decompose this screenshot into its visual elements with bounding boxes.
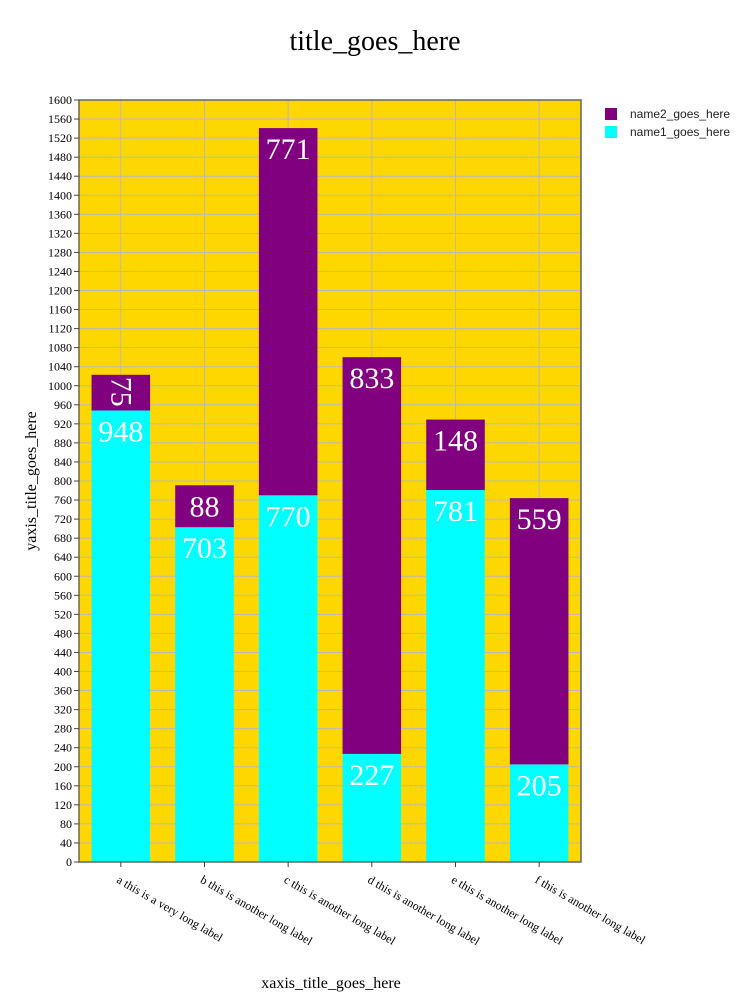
y-tick-label: 1200 xyxy=(48,284,72,298)
x-axis-title: xaxis_title_goes_here xyxy=(261,975,401,992)
y-tick-label: 1120 xyxy=(48,322,72,336)
bar-data-label: 703 xyxy=(182,532,227,565)
bar-series-2 xyxy=(426,419,485,491)
y-tick-label: 160 xyxy=(54,779,72,793)
y-tick-label: 760 xyxy=(54,493,72,507)
y-tick-label: 40 xyxy=(60,836,72,850)
bar-data-label: 559 xyxy=(517,503,562,536)
bar-series-2 xyxy=(342,357,402,754)
bar-series-1 xyxy=(342,753,402,862)
y-tick-label: 1280 xyxy=(48,245,72,259)
y-tick-label: 920 xyxy=(54,417,72,431)
bar-data-label: 770 xyxy=(266,500,311,533)
y-tick-label: 1520 xyxy=(48,131,72,145)
y-tick-label: 1400 xyxy=(48,188,72,202)
bar-data-label: 75 xyxy=(104,377,137,407)
bar-data-label: 771 xyxy=(266,133,311,166)
bar-data-label: 227 xyxy=(349,759,394,792)
bar-series-1 xyxy=(258,495,318,862)
y-tick-label: 0 xyxy=(66,855,72,869)
bar-data-label: 205 xyxy=(517,769,562,802)
bar-series-1 xyxy=(175,527,234,862)
legend-swatch-series-2 xyxy=(605,108,617,120)
bar-data-label: 781 xyxy=(433,495,478,528)
y-tick-label: 280 xyxy=(54,722,72,736)
gridlines xyxy=(79,99,581,862)
y-tick-label: 1160 xyxy=(48,303,72,317)
bar-series-2 xyxy=(175,485,234,528)
y-tick-label: 560 xyxy=(54,588,72,602)
bar-series-1 xyxy=(509,764,569,862)
bar-series-1 xyxy=(91,410,151,862)
bars xyxy=(91,128,569,862)
data-labels: 948 75 703 88 770 771 227 833 781 148 205 559 xyxy=(98,133,561,802)
y-tick-label: 800 xyxy=(54,474,72,488)
bar-data-label: 833 xyxy=(349,362,394,395)
y-tick-label: 1240 xyxy=(48,264,72,278)
legend: name2_goes_here name1_goes_here xyxy=(605,107,730,139)
y-tick-label: 1320 xyxy=(48,226,72,240)
y-axis-ticks: 0 40 80 120 160 200 240 280 320 360 400 440 480 520 56… xyxy=(48,93,79,869)
y-tick-label: 600 xyxy=(54,569,72,583)
bar-data-label: 948 xyxy=(98,416,143,449)
y-tick-label: 400 xyxy=(54,665,72,679)
y-tick-label: 1040 xyxy=(48,360,72,374)
y-tick-label: 320 xyxy=(54,703,72,717)
y-tick-label: 640 xyxy=(54,550,72,564)
bar-data-label: 148 xyxy=(433,425,478,458)
y-tick-label: 960 xyxy=(54,398,72,412)
y-tick-label: 840 xyxy=(54,455,72,469)
bar-data-label: 88 xyxy=(190,490,220,523)
y-tick-label: 1080 xyxy=(48,341,72,355)
y-tick-label: 440 xyxy=(54,645,72,659)
bar-series-2 xyxy=(509,498,569,765)
bar-series-2 xyxy=(258,128,318,496)
bar-series-1 xyxy=(426,490,485,862)
y-tick-label: 520 xyxy=(54,607,72,621)
y-tick-label: 1480 xyxy=(48,150,72,164)
y-tick-label: 120 xyxy=(54,798,72,812)
bar-series-2 xyxy=(91,374,151,411)
y-tick-label: 1560 xyxy=(48,112,72,126)
y-tick-label: 1360 xyxy=(48,207,72,221)
y-tick-label: 360 xyxy=(54,684,72,698)
legend-swatch-series-1 xyxy=(605,126,617,138)
legend-label-series-1: name1_goes_here xyxy=(630,125,730,139)
y-tick-label: 680 xyxy=(54,531,72,545)
chart-title: title_goes_here xyxy=(289,26,460,57)
y-tick-label: 1000 xyxy=(48,379,72,393)
y-tick-label: 720 xyxy=(54,512,72,526)
y-tick-label: 1440 xyxy=(48,169,72,183)
y-tick-label: 880 xyxy=(54,436,72,450)
y-tick-label: 480 xyxy=(54,626,72,640)
y-tick-label: 200 xyxy=(54,760,72,774)
legend-label-series-2: name2_goes_here xyxy=(630,107,730,121)
y-tick-label: 240 xyxy=(54,741,72,755)
y-tick-label: 1600 xyxy=(48,93,72,107)
y-axis-title: yaxis_title_goes_here xyxy=(23,411,40,551)
y-tick-label: 80 xyxy=(60,817,72,831)
